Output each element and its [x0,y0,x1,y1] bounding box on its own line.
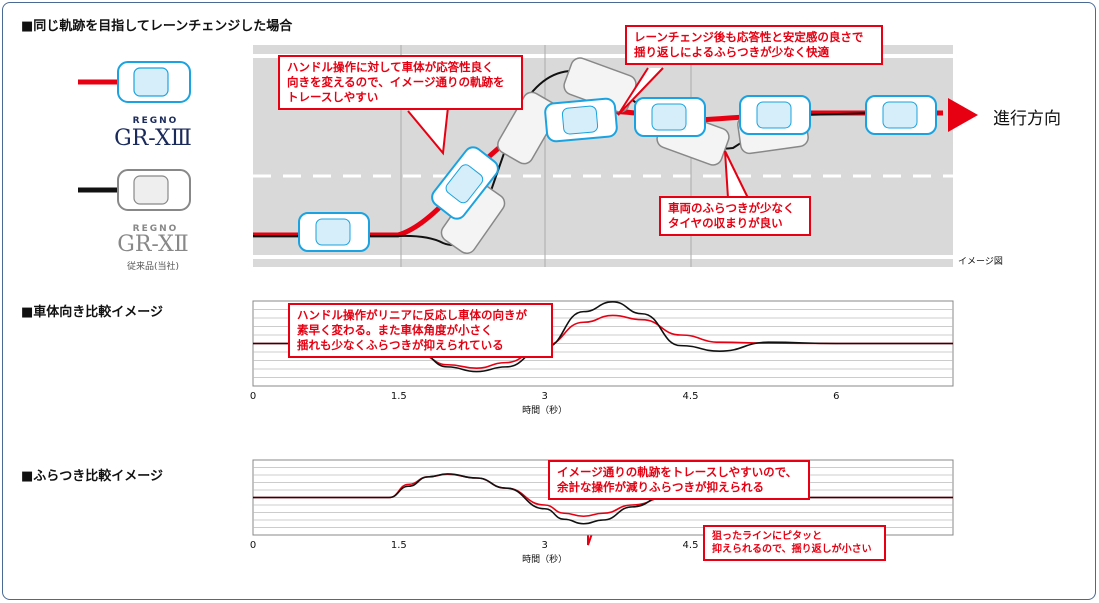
x-tick-label: 1.5 [391,391,407,402]
callout-pointer-steering [408,107,448,153]
x-tick-label: 6 [833,391,839,402]
body-direction-heading: ■車体向き比較イメージ [21,301,163,320]
x-tick-label: 0 [250,391,256,402]
x-tick-label: 4.5 [683,540,699,551]
callout-trace: イメージ通りの軌跡をトレースしやすいので、 余計な操作が減りふらつきが抑えられる [548,460,810,500]
callout-aimed: 狙ったラインにピタッと 抑えられるので、揺り返しが小さい [703,525,886,561]
x-tick-label: 1.5 [391,540,407,551]
callout-linear: ハンドル操作がリニアに反応し車体の向きが 素早く変わる。また車体角度が小さく 揺… [288,303,553,358]
car-5 [740,96,810,134]
car-1 [299,213,369,251]
x-tick-label: 3 [541,391,547,402]
direction-arrow-icon [948,98,978,132]
callout-settle: 車両のふらつきが少なく タイヤの収まりが良い [659,196,811,236]
x-axis-label: 時間（秒） [522,553,567,565]
callout-steering: ハンドル操作に対して車体が応答性良く 向きを変えるので、イメージ通りの軌跡を ト… [278,55,523,110]
car-3 [544,98,617,142]
x-tick-label: 0 [250,540,256,551]
wobble-heading: ■ふらつき比較イメージ [21,465,163,484]
x-tick-label: 4.5 [683,391,699,402]
image-note: イメージ図 [958,254,1003,267]
car-4 [635,98,705,136]
car-6 [866,96,936,134]
direction-label: 進行方向 [993,104,1061,129]
x-tick-label: 3 [541,540,547,551]
x-axis-label: 時間（秒） [522,404,567,416]
callout-after-change: レーンチェンジ後も応答性と安定感の良さで 揺り返しによるふらつきが少なく快適 [625,25,883,65]
